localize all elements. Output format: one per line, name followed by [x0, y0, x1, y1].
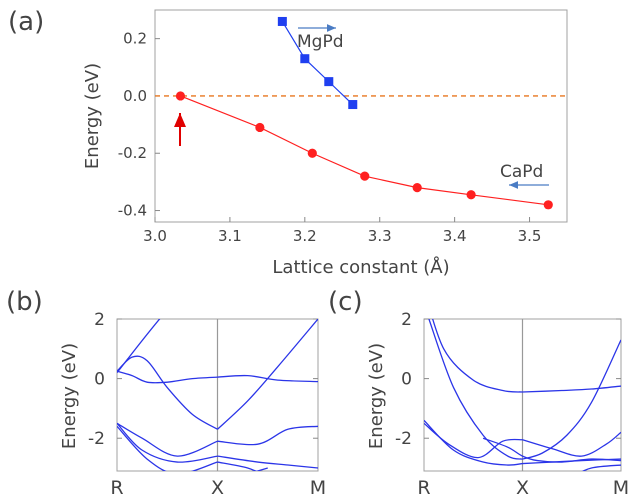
data-point-mgpd: [300, 54, 310, 64]
data-point-capd: [360, 171, 370, 181]
data-point-capd: [307, 148, 317, 158]
panel-a-xtick-label: 3.2: [293, 227, 317, 245]
annotation-mgpd: MgPd: [297, 32, 344, 52]
band-curve: [431, 319, 523, 393]
data-point-capd: [412, 183, 422, 193]
k-point-label: X: [211, 477, 224, 498]
band-curve: [217, 461, 258, 471]
band-curve: [117, 422, 218, 457]
band-ytick-label: 0: [94, 370, 105, 390]
band-curve: [117, 370, 218, 384]
band-curve: [424, 422, 523, 459]
series-line-capd: [180, 95, 549, 206]
band-curve: [581, 464, 621, 471]
panel-a-frame: [154, 9, 568, 223]
band-curve: [217, 374, 318, 383]
band-curve: [117, 355, 218, 430]
panel-a-ytick-label: 0.0: [123, 87, 147, 105]
band-curve: [217, 319, 318, 430]
data-point-capd: [543, 200, 553, 210]
panel-a-ytick-label: -0.2: [118, 144, 147, 162]
band-curve: [522, 385, 621, 393]
panel-a: 3.0 3.1 3.2 3.3 3.4 3.5 0.2 0.0 -0.2 -0.4 MgPd CaP…: [82, 9, 568, 278]
panel-c: 2 0 -2 R X M Energy (eV): [366, 310, 629, 498]
band-curve: [217, 455, 318, 469]
band-curve: [117, 422, 218, 463]
panel-a-xtick-label: 3.0: [143, 227, 167, 245]
k-point-label: M: [310, 477, 326, 498]
band-group: [117, 319, 318, 471]
band-ytick-label: 2: [94, 310, 105, 330]
panel-a-xtick-label: 3.4: [443, 227, 467, 245]
data-point-capd: [255, 122, 265, 133]
band-curve: [482, 437, 621, 463]
data-point-mgpd: [348, 100, 358, 110]
k-point-label: M: [613, 477, 629, 498]
annotation-capd: CaPd: [500, 162, 543, 182]
band-curve: [424, 419, 523, 466]
band-curve: [255, 467, 268, 471]
panel-label-b: (b): [6, 287, 43, 317]
band-ytick-label: -2: [88, 429, 105, 449]
band-ytick-label: 0: [401, 370, 412, 390]
series-line-mgpd: [281, 21, 354, 105]
data-point-mgpd: [324, 77, 334, 87]
panel-a-ylabel: Energy (eV): [82, 63, 103, 169]
panel-a-xlabel: Lattice constant (Å): [272, 256, 449, 278]
band-ytick-label: 2: [401, 310, 412, 330]
panel-a-xtick-label: 3.5: [518, 227, 542, 245]
band-ytick-label: -2: [395, 429, 412, 449]
k-point-label: R: [110, 477, 123, 498]
k-point-label: R: [417, 477, 430, 498]
panel-c-ylabel: Energy (eV): [366, 343, 387, 449]
band-curve: [428, 319, 523, 460]
band-curve: [217, 425, 318, 446]
band-curve: [117, 425, 218, 471]
panel-label-a: (a): [8, 7, 44, 37]
data-point-capd: [466, 190, 476, 200]
panel-b: 2 0 -2 R X M Energy (eV): [59, 310, 326, 498]
data-point-capd: [175, 91, 186, 101]
panel-a-ytick-label: 0.2: [123, 30, 147, 48]
panel-a-ytick-label: -0.4: [118, 202, 147, 220]
panel-a-xtick-label: 3.3: [368, 227, 392, 245]
band-curve: [117, 319, 161, 374]
band-group: [424, 319, 621, 471]
data-point-mgpd: [277, 16, 287, 26]
panel-label-c: (c): [328, 287, 363, 317]
k-point-label: X: [516, 477, 529, 498]
panel-a-xtick-label: 3.1: [218, 227, 242, 245]
band-curve: [522, 431, 621, 457]
panel-b-ylabel: Energy (eV): [59, 343, 80, 449]
band-curve: [522, 339, 621, 460]
